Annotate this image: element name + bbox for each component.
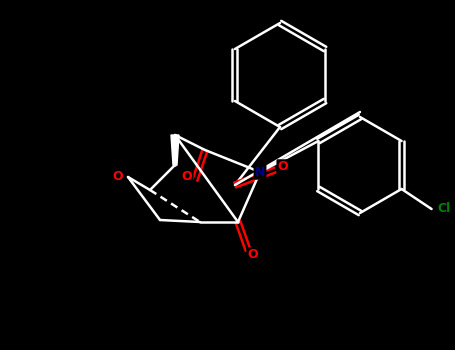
Text: N: N: [255, 166, 265, 178]
Text: O: O: [278, 161, 288, 174]
Text: O: O: [182, 170, 192, 183]
Polygon shape: [171, 135, 179, 165]
Text: O: O: [248, 248, 258, 261]
Text: Cl: Cl: [437, 203, 450, 216]
Text: O: O: [113, 170, 123, 183]
